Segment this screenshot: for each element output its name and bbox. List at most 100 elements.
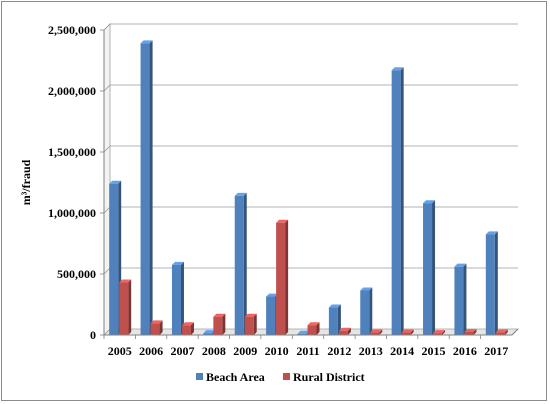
- bar-side: [128, 279, 132, 335]
- bar-side: [504, 329, 508, 335]
- bar-top: [244, 313, 257, 317]
- bar-front: [360, 290, 370, 335]
- bar-side: [190, 322, 194, 335]
- bar-rural-district-2007: [181, 322, 194, 335]
- gridline: [103, 206, 518, 214]
- bar-top: [423, 200, 436, 204]
- bar-top: [360, 287, 373, 291]
- bar-top: [234, 192, 247, 196]
- bar-rural-district-2015: [433, 330, 446, 335]
- bar-top: [433, 330, 446, 334]
- bar-side: [253, 313, 257, 335]
- bar-rural-district-2017: [495, 329, 508, 335]
- bar-top: [338, 327, 351, 331]
- bar-top: [370, 329, 383, 333]
- legend-label-rural-district: Rural District: [293, 370, 365, 384]
- bar-side: [432, 200, 436, 335]
- bar-top: [181, 322, 194, 326]
- bar-front: [181, 325, 191, 335]
- bar-front: [203, 333, 213, 335]
- bar-front: [464, 331, 474, 335]
- bar-top: [276, 219, 289, 223]
- bar-rural-district-2008: [213, 313, 226, 335]
- bar-rural-district-2016: [464, 328, 477, 335]
- bar-side: [442, 330, 446, 335]
- bar-top: [485, 231, 498, 235]
- bar-side: [243, 192, 247, 335]
- x-tick-label: 2006: [139, 344, 163, 358]
- axes-group: [103, 30, 519, 336]
- bar-front: [276, 222, 286, 335]
- bar-beach-area-2009: [234, 192, 247, 335]
- bar-rural-district-2011: [307, 322, 320, 335]
- bar-top: [203, 330, 216, 334]
- bar-top: [307, 322, 320, 326]
- bar-top: [119, 279, 132, 283]
- y-tick-label: 1,000,000: [48, 206, 96, 220]
- bar-side: [159, 320, 163, 335]
- bar-front: [150, 323, 160, 335]
- bar-front: [244, 316, 254, 335]
- x-tick-label: 2014: [390, 344, 414, 358]
- bar-top: [140, 40, 153, 44]
- bar-top: [297, 330, 310, 334]
- bar-top: [109, 180, 122, 184]
- x-axis-depth-line: [511, 328, 519, 336]
- bar-front: [485, 234, 495, 335]
- bar-rural-district-2006: [150, 320, 163, 335]
- gridline: [103, 23, 518, 31]
- bar-front: [338, 330, 348, 335]
- bar-top: [266, 293, 279, 297]
- y-tick-label: 2,000,000: [48, 84, 96, 98]
- y-tick-label: 2,500,000: [48, 23, 96, 37]
- x-tick-label: 2017: [484, 344, 508, 358]
- bar-front: [307, 325, 317, 335]
- bar-beach-area-2016: [454, 263, 467, 335]
- bar-front: [109, 183, 119, 335]
- bar-top: [328, 304, 341, 308]
- legend-swatch-rural-district: [283, 373, 290, 380]
- bar-beach-area-2017: [485, 231, 498, 335]
- y-tick-label: 0: [90, 328, 96, 342]
- side-wall: [103, 23, 111, 336]
- bar-front: [454, 266, 464, 335]
- bar-side: [410, 329, 414, 335]
- x-tick-label: 2015: [422, 344, 446, 358]
- bar-beach-area-2014: [391, 67, 404, 335]
- bar-rural-district-2010: [276, 219, 289, 335]
- bar-front: [433, 333, 443, 335]
- bar-rural-district-2013: [370, 329, 383, 335]
- x-tick-label: 2012: [327, 344, 351, 358]
- bar-side: [222, 313, 226, 335]
- bar-beach-area-2013: [360, 287, 373, 335]
- bar-side: [337, 304, 341, 335]
- gridlines: [103, 23, 518, 275]
- bar-side: [494, 231, 498, 335]
- x-tick-label: 2013: [359, 344, 383, 358]
- bar-rural-district-2012: [338, 327, 351, 335]
- x-tick-label: 2005: [108, 344, 132, 358]
- bar-side: [379, 329, 383, 335]
- bar-beach-area-2006: [140, 40, 153, 336]
- bar-front: [266, 296, 276, 335]
- gridline: [103, 84, 518, 92]
- bar-top: [171, 261, 184, 265]
- bar-front: [234, 195, 244, 335]
- bar-top: [150, 320, 163, 324]
- legend-swatch-beach-area: [196, 373, 203, 380]
- bar-top: [401, 329, 414, 333]
- bar-side: [400, 67, 404, 335]
- bar-front: [391, 70, 401, 335]
- y-axis-label: m³/fraud: [19, 159, 33, 205]
- x-tick-label: 2007: [170, 344, 194, 358]
- x-tick-label: 2010: [265, 344, 289, 358]
- bars-group: [109, 40, 508, 336]
- y-tick-labels: 0 500,000 1,000,000 1,500,000 2,000,000 2,500…: [48, 23, 104, 342]
- bar-side: [316, 322, 320, 335]
- bar-rural-district-2005: [119, 279, 132, 335]
- bar-side: [473, 328, 477, 335]
- x-tick-label: 2009: [233, 344, 257, 358]
- bar-front: [140, 43, 150, 336]
- bar-top: [464, 328, 477, 332]
